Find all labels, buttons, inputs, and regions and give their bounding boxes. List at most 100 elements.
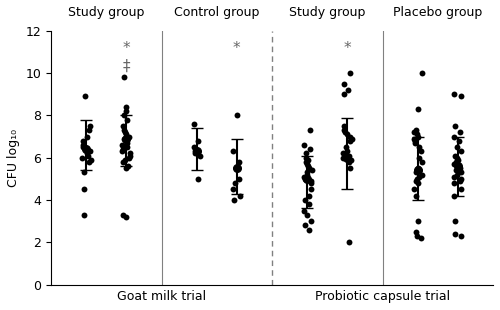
Point [78, 145, 86, 150]
Point [304, 164, 312, 169]
Point [120, 136, 128, 141]
Point [410, 136, 418, 141]
Point [306, 147, 314, 152]
Point [346, 138, 354, 143]
Point [119, 212, 127, 217]
Point [194, 138, 202, 143]
Point [346, 71, 354, 76]
Point [78, 155, 86, 160]
Point [302, 155, 310, 160]
Point [86, 159, 94, 164]
Point [80, 187, 88, 192]
Text: *: * [344, 42, 351, 56]
Point [80, 212, 88, 217]
Point [122, 138, 130, 143]
Point [340, 151, 347, 156]
Point [414, 176, 422, 181]
Point [121, 130, 129, 135]
Point [120, 128, 128, 133]
Point [342, 145, 350, 150]
Point [118, 159, 126, 164]
Point [454, 172, 462, 177]
Point [340, 81, 348, 86]
Point [412, 128, 420, 133]
Point [123, 145, 131, 150]
Point [122, 215, 130, 219]
Point [304, 202, 312, 207]
Point [303, 212, 311, 217]
Point [300, 174, 308, 179]
Point [348, 136, 356, 141]
Point [307, 187, 315, 192]
Point [80, 138, 88, 143]
Point [194, 176, 202, 181]
Text: Placebo group: Placebo group [393, 6, 482, 19]
Point [458, 233, 466, 238]
Point [450, 193, 458, 198]
Point [450, 180, 458, 185]
Point [454, 157, 462, 162]
Point [453, 145, 461, 150]
Point [236, 176, 244, 181]
Point [340, 123, 348, 128]
Point [346, 157, 354, 162]
Point [450, 174, 458, 179]
Point [122, 166, 130, 171]
Point [120, 113, 128, 118]
Point [415, 168, 423, 173]
Point [416, 174, 424, 179]
Point [122, 104, 130, 109]
Point [451, 231, 459, 236]
Point [118, 149, 126, 154]
Point [418, 172, 426, 177]
Point [412, 229, 420, 234]
Point [80, 170, 88, 175]
Point [125, 155, 133, 160]
Point [300, 143, 308, 148]
Point [190, 122, 198, 126]
Point [418, 159, 426, 164]
Point [84, 153, 92, 158]
Point [414, 180, 422, 185]
Point [344, 88, 352, 93]
Point [340, 128, 347, 133]
Point [456, 170, 464, 175]
Point [452, 168, 460, 173]
Y-axis label: CFU log₁₀: CFU log₁₀ [7, 129, 20, 187]
Point [126, 153, 134, 158]
Point [458, 94, 466, 99]
Point [457, 187, 465, 192]
Point [125, 134, 133, 139]
Point [86, 157, 94, 162]
Point [86, 149, 94, 154]
Point [308, 180, 316, 185]
Point [306, 166, 314, 171]
Point [346, 134, 354, 139]
Point [302, 162, 310, 166]
Point [412, 170, 420, 175]
Point [450, 134, 458, 139]
Point [308, 179, 316, 184]
Point [86, 123, 94, 128]
Point [120, 75, 128, 80]
Point [300, 208, 308, 213]
Point [340, 155, 347, 160]
Point [345, 153, 353, 158]
Point [305, 227, 313, 232]
Point [123, 140, 131, 145]
Point [84, 128, 92, 133]
Point [228, 149, 236, 154]
Point [412, 193, 420, 198]
Point [303, 170, 311, 175]
Point [414, 219, 422, 224]
Point [340, 92, 348, 97]
Point [82, 94, 90, 99]
Point [308, 168, 316, 173]
Point [452, 123, 460, 128]
Point [344, 149, 351, 154]
Point [126, 151, 134, 156]
Point [410, 130, 418, 135]
Point [84, 151, 92, 156]
Point [306, 219, 314, 224]
Point [190, 145, 198, 150]
